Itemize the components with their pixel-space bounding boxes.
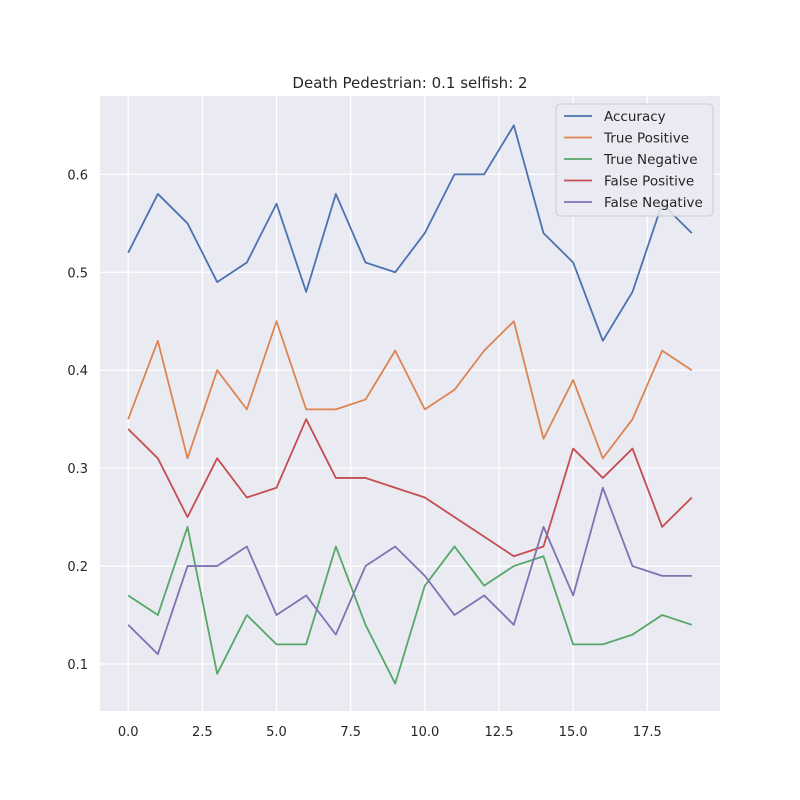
legend-label-accuracy: Accuracy — [604, 109, 666, 125]
y-tick-label: 0.6 — [67, 168, 88, 183]
x-tick-label: 5.0 — [266, 725, 287, 740]
series-line-false-negative — [127, 486, 692, 656]
y-tick-label: 0.4 — [67, 364, 88, 379]
x-tick-label: 15.0 — [559, 725, 588, 740]
x-tick-label: 2.5 — [192, 725, 213, 740]
series-line-false-positive — [127, 418, 693, 558]
y-tick-label: 0.2 — [67, 560, 88, 575]
series-line-accuracy — [127, 124, 693, 342]
chart-title: Death Pedestrian: 0.1 selfish: 2 — [292, 74, 527, 92]
y-tick-label: 0.3 — [67, 462, 88, 477]
legend-box — [555, 103, 714, 217]
y-tick-label: 0.1 — [67, 658, 88, 673]
legend: Accuracy True Positive True Negative False … — [555, 103, 714, 217]
grid-lines — [100, 96, 720, 711]
series-line-true-positive — [127, 320, 693, 460]
x-axis-ticks: 0.0 2.5 5.0 7.5 10.0 12.5 15.0 17.5 — [118, 725, 662, 740]
x-tick-label: 17.5 — [633, 725, 662, 740]
legend-label-false-negative: False Negative — [604, 195, 703, 211]
legend-label-true-negative: True Negative — [603, 152, 698, 168]
legend-label-true-positive: True Positive — [603, 131, 689, 147]
x-tick-label: 12.5 — [485, 725, 514, 740]
y-tick-label: 0.5 — [67, 266, 88, 281]
x-tick-label: 10.0 — [410, 725, 439, 740]
series-line-true-negative — [127, 525, 693, 685]
series-lines — [127, 124, 693, 685]
legend-label-false-positive: False Positive — [604, 174, 694, 190]
x-tick-label: 0.0 — [118, 725, 139, 740]
x-tick-label: 7.5 — [340, 725, 361, 740]
y-axis-ticks: 0.1 0.2 0.3 0.4 0.5 0.6 — [67, 168, 88, 673]
